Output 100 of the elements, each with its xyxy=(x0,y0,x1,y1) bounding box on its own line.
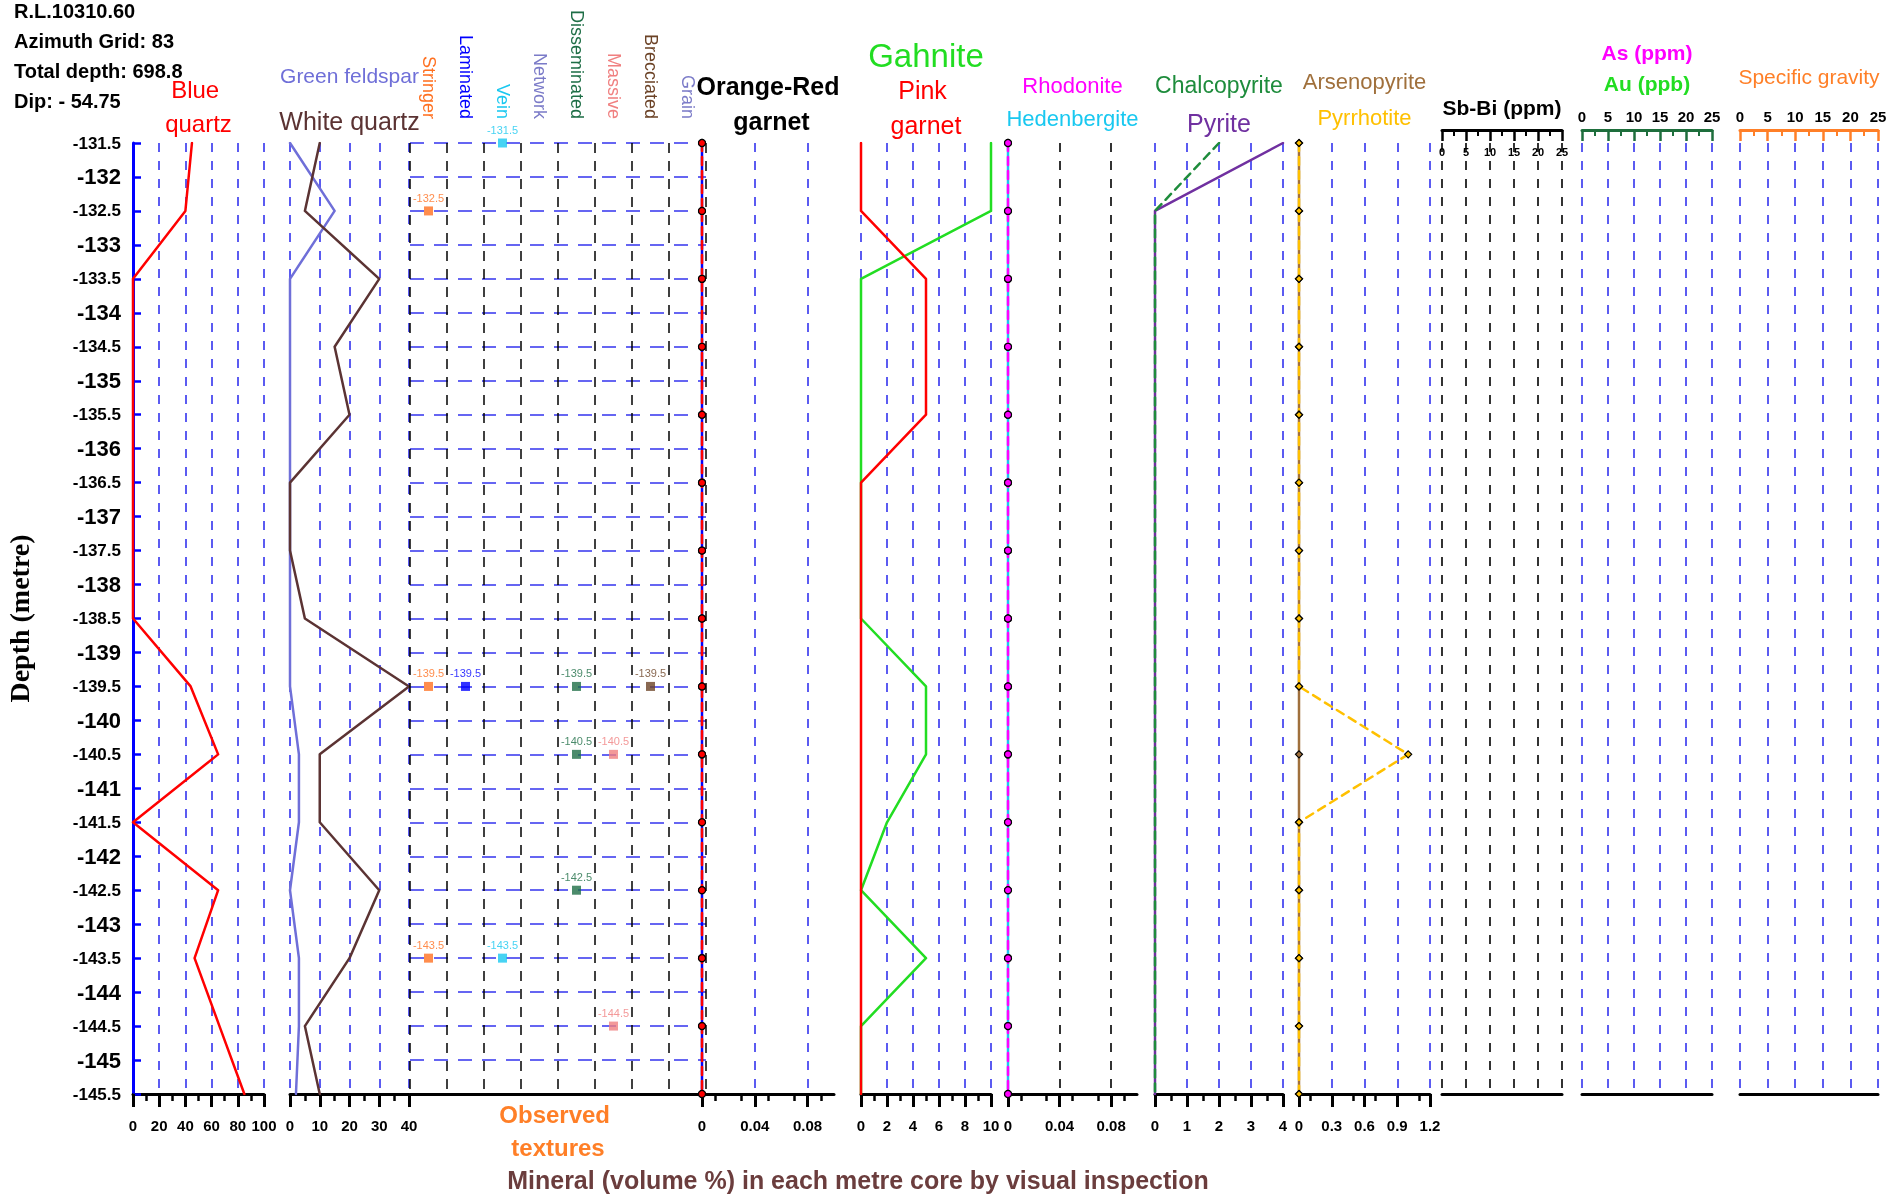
x-tick-label: 0 xyxy=(1577,108,1587,125)
x-tick-label: Laminated xyxy=(455,34,476,119)
data-label: -131.5 xyxy=(486,124,519,136)
x-tick-label: 0 xyxy=(1294,1117,1304,1134)
x-tick-label: 0.6 xyxy=(1354,1117,1375,1134)
x-tick-label: 20 xyxy=(341,1117,358,1134)
series-label: Pyrrhotite xyxy=(1317,104,1412,130)
x-tick-label: 0.3 xyxy=(1321,1117,1343,1134)
x-tick-label: 40 xyxy=(177,1117,194,1134)
y-tick-label: -139.5 xyxy=(72,676,121,696)
y-tick-label: -141 xyxy=(76,775,121,801)
y-tick-label: -133 xyxy=(76,232,121,258)
y-tick-label: -145.5 xyxy=(72,1084,121,1104)
text: Rhodonite xyxy=(1022,72,1123,98)
text: R.L.10310.60 xyxy=(14,0,136,23)
series-label: White quartz xyxy=(279,107,420,135)
x-tick-label: 20 xyxy=(1842,108,1859,125)
y-tick-label: -134.5 xyxy=(72,337,121,357)
y-tick-label: -138 xyxy=(76,572,121,598)
x-tick-label: 5 xyxy=(1603,108,1613,125)
text: Arsenopyrite xyxy=(1302,68,1427,94)
y-tick-label: -134 xyxy=(76,300,122,326)
y-tick-label: -131.5 xyxy=(72,133,121,153)
x-tick-label: 15 xyxy=(1651,108,1669,125)
x-tick-label: Stringer xyxy=(418,55,439,119)
x-tick-label: 6 xyxy=(934,1117,944,1134)
x-tick-label: 25 xyxy=(1703,108,1721,125)
x-tick-label: Network xyxy=(529,52,550,120)
x-tick-label: 8 xyxy=(960,1117,970,1134)
y-tick-label: -136 xyxy=(76,436,121,462)
text: Mineral (volume %) in each metre core by visual inspection xyxy=(507,1166,1209,1195)
x-tick-label: 0.08 xyxy=(1096,1117,1126,1134)
y-tick-label: -145 xyxy=(76,1047,121,1073)
data-label: -142.5 xyxy=(560,871,593,884)
data-label: -139.5 xyxy=(560,667,593,680)
y-tick-label: -136.5 xyxy=(72,473,121,493)
x-tick-label: 30 xyxy=(370,1117,388,1134)
x-tick-label: 0 xyxy=(697,1117,707,1134)
x-tick-label: Vein xyxy=(492,83,513,119)
text: Azimuth Grid: 83 xyxy=(14,30,175,53)
x-tick-label: 5 xyxy=(1763,108,1772,125)
text: Gahnite xyxy=(868,36,984,74)
x-tick-label: 0.04 xyxy=(740,1117,771,1134)
x-tick-label: 0 xyxy=(1735,108,1745,125)
x-tick-label: 0.04 xyxy=(1045,1117,1075,1134)
x-tick-label: 25 xyxy=(1869,108,1887,125)
y-tick-label: -135.5 xyxy=(72,405,121,425)
y-tick-label: -144.5 xyxy=(72,1016,121,1036)
x-tick-label: 100 xyxy=(251,1117,277,1134)
series-label: Hedenbergite xyxy=(1006,105,1139,131)
x-tick-label: 80 xyxy=(229,1117,247,1134)
data-label: -139.5 xyxy=(412,667,445,680)
x-tick-label: 0 xyxy=(1150,1117,1160,1134)
x-tick-label: 4 xyxy=(1278,1117,1288,1134)
y-tick-label: -137.5 xyxy=(72,541,121,561)
x-tick-label: 20 xyxy=(150,1117,168,1134)
x-tick-label: 20 xyxy=(1531,145,1545,158)
data-label: -139.5 xyxy=(449,667,482,680)
x-tick-label: 1 xyxy=(1182,1117,1192,1134)
y-tick-label: -139 xyxy=(76,639,121,665)
x-tick-label: 10 xyxy=(982,1117,1000,1134)
text: Dip: - 54.75 xyxy=(14,90,121,113)
data-label: -140.5 xyxy=(597,735,630,748)
x-tick-label: 20 xyxy=(1677,108,1695,125)
series-label: Pink garnet xyxy=(890,75,962,139)
chart-title: Sb-Bi (ppm) xyxy=(1442,95,1562,119)
y-tick-label: -132.5 xyxy=(72,201,121,221)
x-tick-label: 4 xyxy=(908,1117,918,1134)
y-tick-label: -143 xyxy=(76,911,121,937)
chart-subtitle: Au (ppb) xyxy=(1603,71,1691,95)
x-tick-label: 25 xyxy=(1555,145,1569,158)
x-tick-label: Grain xyxy=(677,74,698,119)
text: Green feldspar xyxy=(280,63,419,87)
y-tick-label: -138.5 xyxy=(72,609,121,628)
y-tick-label: -144 xyxy=(76,979,122,1005)
x-tick-label: 0 xyxy=(1438,145,1446,158)
y-tick-label: -135 xyxy=(76,368,121,394)
data-label: -143.5 xyxy=(412,939,445,952)
y-tick-label: -142.5 xyxy=(72,880,121,900)
x-tick-label: 10 xyxy=(1625,108,1643,125)
y-tick-label: -140 xyxy=(76,707,121,733)
x-tick-label: 2 xyxy=(1214,1117,1224,1134)
x-tick-label: 40 xyxy=(400,1117,418,1134)
data-label: -143.5 xyxy=(486,939,519,952)
x-tick-label: 0.08 xyxy=(793,1117,823,1134)
x-tick-label: 10 xyxy=(311,1117,329,1134)
series-label: Pyrite xyxy=(1187,109,1251,137)
x-tick-label: 0 xyxy=(285,1117,295,1134)
text: Chalcopyrite xyxy=(1155,72,1283,98)
y-tick-label: -132 xyxy=(76,164,121,190)
y-tick-label: -142 xyxy=(76,843,121,869)
x-tick-label: Massive xyxy=(603,52,624,119)
y-tick-label: -137 xyxy=(76,504,121,530)
x-tick-label: 0 xyxy=(128,1117,138,1134)
y-tick-label: -143.5 xyxy=(72,948,121,968)
x-tick-label: 5 xyxy=(1462,145,1470,158)
x-tick-label: 2 xyxy=(882,1117,892,1134)
y-axis-title: Depth (metre) xyxy=(3,534,35,703)
x-tick-label: 0.9 xyxy=(1386,1117,1408,1134)
x-tick-label: 15 xyxy=(1814,108,1832,125)
